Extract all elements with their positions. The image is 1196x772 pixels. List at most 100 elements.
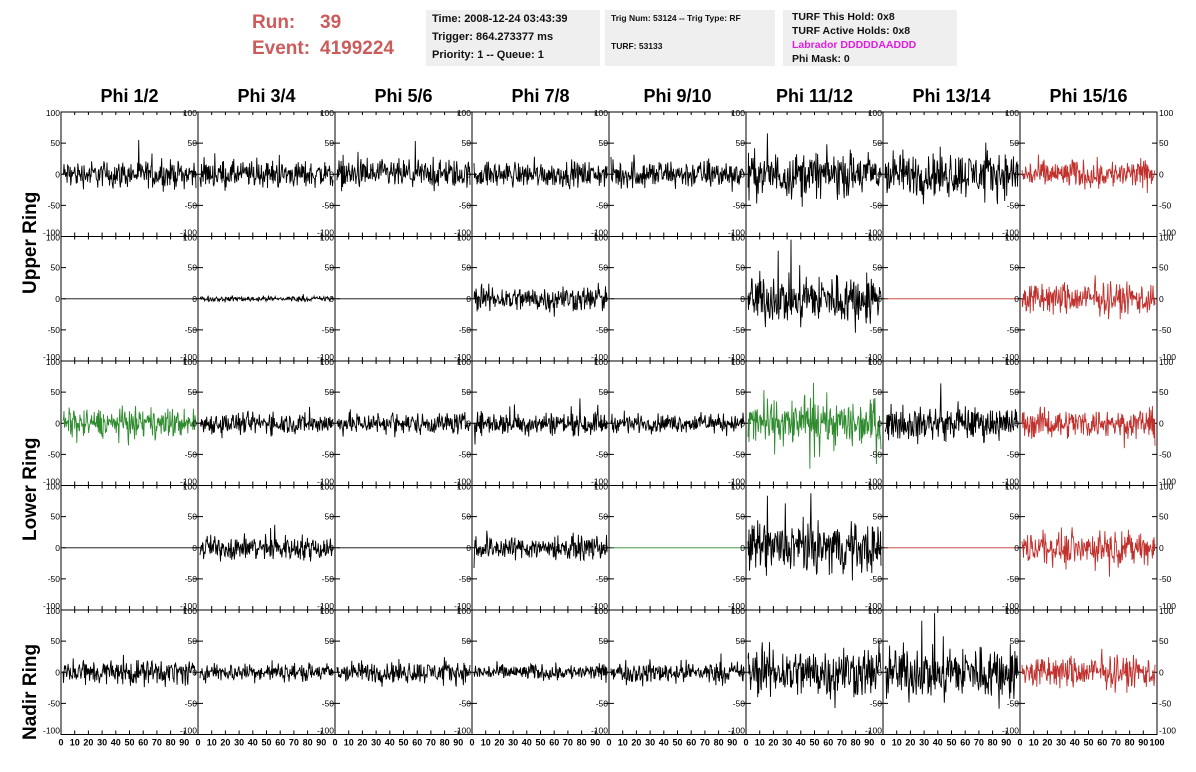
waveform-trace (62, 139, 197, 192)
y-tick-label: 100 (320, 233, 334, 243)
y-tick-label: 100 (46, 357, 60, 367)
y-tick-label: -50 (733, 698, 746, 708)
y-tick-label: 50 (736, 512, 746, 522)
y-tick-label: 0 (877, 169, 882, 179)
y-tick-label: -100 (865, 726, 882, 736)
waveform-trace (62, 405, 197, 446)
y-tick-label: 0 (55, 543, 60, 553)
x-tick-label: 60 (549, 738, 559, 748)
y-tick-label: -100 (1159, 352, 1176, 362)
waveform-trace (1021, 405, 1156, 449)
y-tick-label: 100 (457, 482, 471, 492)
y-tick-label: 100 (320, 108, 334, 118)
y-tick-label: 100 (457, 233, 471, 243)
waveform-trace (747, 382, 882, 469)
y-tick-label: -100 (454, 477, 471, 487)
y-tick-label: 100 (46, 108, 60, 118)
x-tick-label: 60 (960, 738, 970, 748)
y-tick-label: 50 (51, 636, 61, 646)
x-tick-label: 80 (166, 738, 176, 748)
waveform-trace (884, 142, 1019, 205)
y-tick-label: -100 (180, 477, 197, 487)
panel-r3-c6: 100 50 0 -50 -100 (728, 357, 884, 487)
y-tick-label: -100 (1159, 228, 1176, 238)
y-tick-label: 100 (1159, 108, 1173, 118)
x-tick-label: 50 (1083, 738, 1093, 748)
x-tick-label: 90 (179, 738, 189, 748)
y-tick-label: -50 (322, 200, 335, 210)
x-tick-label: 40 (111, 738, 121, 748)
y-tick-label: 100 (731, 606, 745, 616)
y-tick-label: 100 (1159, 606, 1173, 616)
waveform-trace (199, 406, 334, 439)
y-tick-label: -100 (43, 601, 60, 611)
y-tick-label: -100 (728, 601, 745, 611)
y-tick-label: 100 (1159, 357, 1173, 367)
y-tick-label: 100 (868, 482, 882, 492)
y-tick-label: -100 (865, 352, 882, 362)
y-tick-label: -100 (591, 601, 608, 611)
y-tick-label: -50 (185, 200, 198, 210)
y-tick-label: -100 (454, 601, 471, 611)
x-tick-label: 20 (494, 738, 504, 748)
y-tick-label: -50 (870, 574, 883, 584)
y-tick-label: -50 (459, 325, 472, 335)
panel-r2-c7: 100 50 0 -50 -100 (865, 233, 1021, 362)
panel-r3-c5: 100 50 0 -50 -100 (591, 357, 747, 487)
x-tick-label: 0 (195, 738, 200, 748)
x-tick-label: 90 (590, 738, 600, 748)
y-tick-label: 100 (868, 108, 882, 118)
x-tick-label: 70 (426, 738, 436, 748)
y-tick-label: 50 (188, 138, 198, 148)
y-tick-label: 0 (877, 294, 882, 304)
y-tick-label: -50 (48, 698, 61, 708)
panel-r2-c8: 100 100 50 50 0 0 -50 -50 -100 -100 (1002, 233, 1176, 363)
waveform-trace (1021, 275, 1156, 320)
y-tick-label: 50 (188, 387, 198, 397)
y-tick-label: 50 (462, 636, 472, 646)
y-tick-label: 0 (466, 667, 471, 677)
x-tick-label: 70 (974, 738, 984, 748)
waveform-trace (884, 613, 1019, 709)
y-tick-label: 100 (457, 357, 471, 367)
y-tick-label: -50 (459, 200, 472, 210)
x-tick-label: 50 (398, 738, 408, 748)
col-header-phi-15-16: Phi 15/16 (1049, 86, 1128, 106)
x-tick-label: 90 (864, 738, 874, 748)
y-tick-label: 0 (192, 294, 197, 304)
y-tick-label: 0 (466, 418, 471, 428)
y-tick-label: 50 (1159, 138, 1169, 148)
x-tick-label: 100 (1149, 738, 1164, 748)
y-tick-label: 0 (1014, 418, 1019, 428)
panel-r5-c8: 100 100 50 50 0 0 -50 -50 -100 -100 (1002, 606, 1176, 736)
x-tick-label: 70 (700, 738, 710, 748)
y-tick-label: 50 (325, 512, 335, 522)
y-tick-label: 0 (192, 169, 197, 179)
y-tick-label: -100 (728, 477, 745, 487)
y-tick-label: 50 (1010, 636, 1020, 646)
y-tick-label: 50 (599, 263, 609, 273)
y-tick-label: 0 (55, 667, 60, 677)
x-tick-label: 70 (152, 738, 162, 748)
y-tick-label: -50 (185, 449, 198, 459)
col-header-phi-3-4: Phi 3/4 (237, 86, 296, 106)
panel-r3-c2: 100 50 0 -50 -100 (180, 357, 336, 487)
y-tick-label: 0 (740, 294, 745, 304)
y-tick-label: 100 (1159, 233, 1173, 243)
x-tick-label: 30 (645, 738, 655, 748)
x-tick-label: 80 (714, 738, 724, 748)
y-tick-label: 50 (325, 138, 335, 148)
y-tick-label: 100 (320, 357, 334, 367)
col-header-phi-11-12: Phi 11/12 (775, 86, 854, 106)
y-tick-label: 0 (1014, 667, 1019, 677)
x-tick-label: 50 (946, 738, 956, 748)
panel-r3-c1: 100 50 0 -50 -100 (43, 357, 199, 487)
col-header-phi-9-10: Phi 9/10 (643, 86, 712, 106)
x-tick-label: 80 (303, 738, 313, 748)
y-tick-label: 0 (1159, 169, 1164, 179)
y-tick-label: 100 (731, 108, 745, 118)
panel-r2-c5: 100 50 0 -50 -100 (591, 233, 747, 362)
y-tick-label: 50 (736, 387, 746, 397)
panel-r4-c4: 100 50 0 -50 -100 (454, 482, 610, 611)
y-tick-label: 100 (1005, 233, 1019, 243)
